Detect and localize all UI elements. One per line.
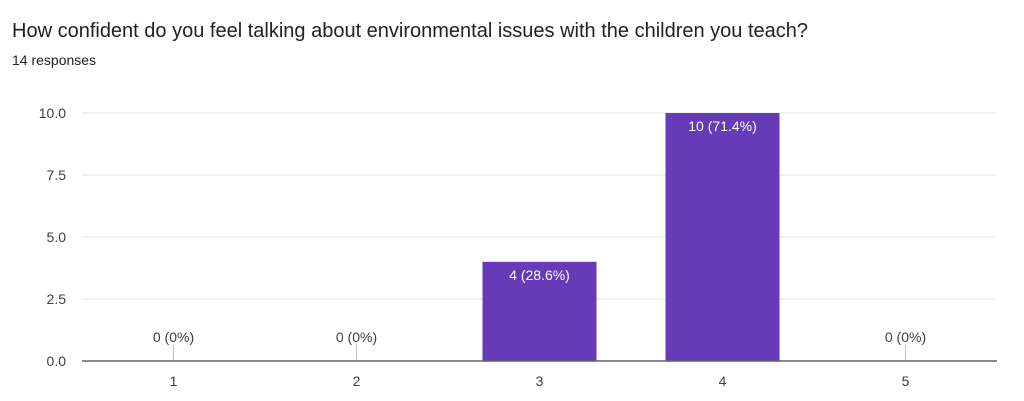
bars bbox=[173, 113, 906, 361]
x-tick-label: 1 bbox=[170, 373, 178, 389]
y-tick-label: 2.5 bbox=[47, 291, 67, 307]
bar[interactable] bbox=[665, 113, 780, 361]
x-axis-ticks: 1 2 3 4 5 bbox=[170, 373, 910, 389]
y-tick-label: 10.0 bbox=[39, 105, 66, 121]
x-tick-label: 5 bbox=[902, 373, 910, 389]
bar[interactable] bbox=[482, 261, 597, 361]
data-label: 0 (0%) bbox=[885, 329, 926, 345]
x-tick-label: 4 bbox=[719, 373, 727, 389]
x-tick-label: 3 bbox=[536, 373, 544, 389]
y-tick-label: 5.0 bbox=[47, 229, 67, 245]
response-count: 14 responses bbox=[12, 52, 97, 68]
question-title: How confident do you feel talking about … bbox=[12, 20, 809, 42]
y-tick-label: 0.0 bbox=[47, 353, 67, 369]
x-tick-label: 2 bbox=[353, 373, 361, 389]
data-label: 0 (0%) bbox=[153, 329, 194, 345]
data-label: 10 (71.4%) bbox=[688, 118, 756, 134]
data-labels: 0 (0%) 0 (0%) 4 (28.6%) 10 (71.4%) 0 (0%) bbox=[153, 118, 926, 345]
y-tick-label: 7.5 bbox=[47, 167, 67, 183]
data-label: 4 (28.6%) bbox=[509, 267, 570, 283]
data-label: 0 (0%) bbox=[336, 329, 377, 345]
y-axis-ticks: 0.0 2.5 5.0 7.5 10.0 bbox=[39, 105, 66, 369]
